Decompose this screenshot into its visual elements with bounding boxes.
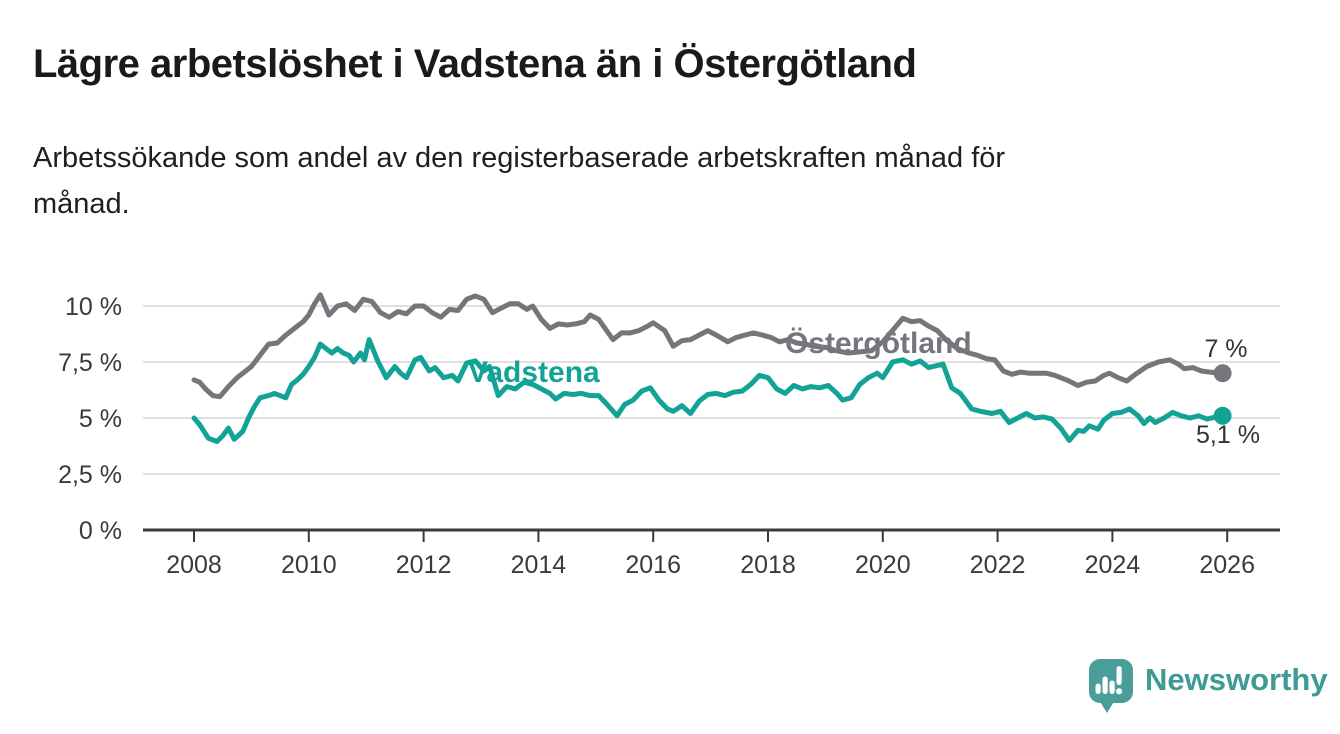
x-tick-label-2024: 2024 — [1085, 551, 1141, 579]
page-title: Lägre arbetslöshet i Vadstena än i Öster… — [33, 42, 917, 86]
series-label-vadstena: Vadstena — [468, 356, 600, 389]
x-tick-label-2008: 2008 — [166, 551, 222, 579]
newsworthy-logo-icon — [1089, 659, 1133, 713]
x-tick-label-2020: 2020 — [855, 551, 911, 579]
series-label-ostergotland: Östergötland — [785, 327, 972, 360]
end-value-label-ostergotland: 7 % — [1204, 335, 1247, 363]
series-endpoint-dot-vadstena — [1213, 406, 1232, 425]
x-tick-label-2016: 2016 — [625, 551, 681, 579]
x-tick-label-2022: 2022 — [970, 551, 1026, 579]
series-line-ostergotland — [191, 292, 1226, 400]
x-tick-label-2026: 2026 — [1199, 551, 1255, 579]
y-tick-label-7.5: 7,5 % — [58, 349, 122, 377]
chart-subtitle: Arbetssökande som andel av den registerb… — [33, 142, 1006, 220]
newsworthy-logo-text: Newsworthy — [1145, 662, 1328, 697]
x-tick-label-2010: 2010 — [281, 551, 337, 579]
newsworthy-logo: Newsworthy — [1088, 658, 1328, 715]
end-value-label-vadstena: 5,1 % — [1196, 421, 1260, 449]
x-tick-label-2012: 2012 — [396, 551, 452, 579]
y-tick-label-2.5: 2,5 % — [58, 461, 122, 489]
y-tick-label-0: 0 % — [79, 517, 122, 545]
series-endpoint-dot-ostergotland — [1213, 364, 1232, 383]
y-tick-label-10: 10 % — [65, 293, 122, 321]
y-tick-label-5: 5 % — [79, 405, 122, 433]
series-line-vadstena — [191, 337, 1226, 444]
x-tick-label-2018: 2018 — [740, 551, 796, 579]
x-tick-label-2014: 2014 — [511, 551, 567, 579]
